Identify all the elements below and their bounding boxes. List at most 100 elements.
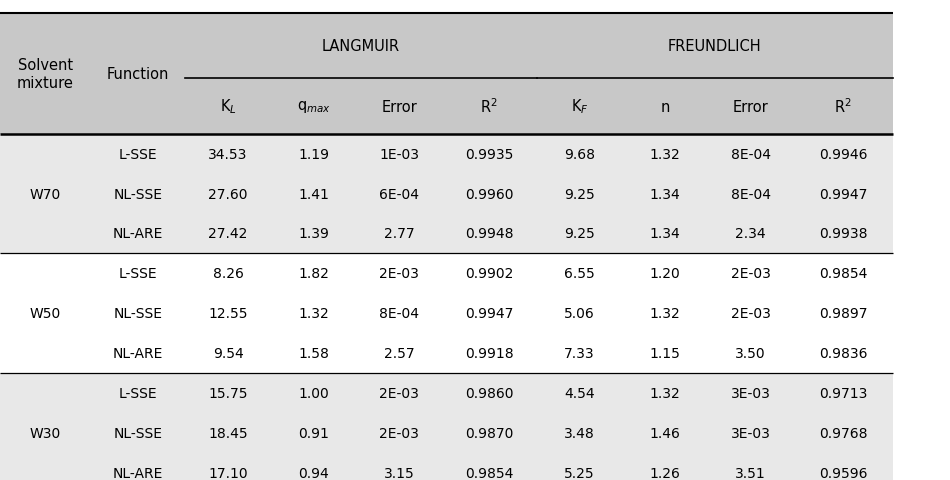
Bar <box>0 334 893 373</box>
Text: 2.77: 2.77 <box>384 227 414 241</box>
Text: 1.19: 1.19 <box>298 147 329 161</box>
Bar <box>0 413 893 453</box>
Text: 15.75: 15.75 <box>208 386 248 400</box>
Text: 3.15: 3.15 <box>384 466 414 480</box>
Bar <box>0 214 893 254</box>
Text: 34.53: 34.53 <box>208 147 248 161</box>
Text: 1.20: 1.20 <box>650 267 680 281</box>
Text: 0.9870: 0.9870 <box>466 426 513 440</box>
Text: 0.9947: 0.9947 <box>819 187 867 201</box>
Text: 0.9947: 0.9947 <box>466 307 513 321</box>
Text: 2E-03: 2E-03 <box>731 307 770 321</box>
Text: 0.9596: 0.9596 <box>819 466 867 480</box>
Bar <box>0 373 893 413</box>
Text: 3E-03: 3E-03 <box>731 426 770 440</box>
Text: NL-ARE: NL-ARE <box>112 466 163 480</box>
Text: FREUNDLICH: FREUNDLICH <box>668 39 762 54</box>
Text: 1.00: 1.00 <box>298 386 329 400</box>
Text: 9.25: 9.25 <box>564 187 595 201</box>
Text: 8E-04: 8E-04 <box>731 187 770 201</box>
Text: 0.9854: 0.9854 <box>466 466 513 480</box>
Text: 1.58: 1.58 <box>298 347 329 360</box>
Text: K$_L$: K$_L$ <box>219 97 237 116</box>
Text: 2E-03: 2E-03 <box>379 386 419 400</box>
Text: 0.9897: 0.9897 <box>819 307 867 321</box>
Text: L-SSE: L-SSE <box>119 147 157 161</box>
Text: NL-SSE: NL-SSE <box>113 307 162 321</box>
Text: 0.9935: 0.9935 <box>466 147 513 161</box>
Text: 0.9902: 0.9902 <box>466 267 513 281</box>
Text: 8E-04: 8E-04 <box>731 147 770 161</box>
Text: 9.68: 9.68 <box>564 147 595 161</box>
Text: W30: W30 <box>29 426 61 440</box>
Text: NL-ARE: NL-ARE <box>112 347 163 360</box>
Text: 7.33: 7.33 <box>564 347 595 360</box>
Text: 0.9960: 0.9960 <box>465 187 514 201</box>
Text: 17.10: 17.10 <box>208 466 248 480</box>
Text: NL-ARE: NL-ARE <box>112 227 163 241</box>
Text: 5.06: 5.06 <box>564 307 595 321</box>
Text: 0.9836: 0.9836 <box>819 347 867 360</box>
Text: 3.51: 3.51 <box>735 466 766 480</box>
Bar <box>0 174 893 214</box>
Text: 0.9948: 0.9948 <box>465 227 514 241</box>
Text: 1.34: 1.34 <box>650 187 680 201</box>
Text: 1.26: 1.26 <box>650 466 680 480</box>
Text: 2.34: 2.34 <box>735 227 766 241</box>
Text: 0.9938: 0.9938 <box>819 227 867 241</box>
Text: 2E-03: 2E-03 <box>379 426 419 440</box>
Text: 0.9768: 0.9768 <box>819 426 867 440</box>
Text: 1.32: 1.32 <box>650 147 680 161</box>
Text: 2E-03: 2E-03 <box>731 267 770 281</box>
Text: 1.39: 1.39 <box>298 227 329 241</box>
Text: 3.50: 3.50 <box>735 347 766 360</box>
Text: 4.54: 4.54 <box>564 386 595 400</box>
Text: 2.57: 2.57 <box>384 347 414 360</box>
Text: 0.94: 0.94 <box>298 466 329 480</box>
Text: 9.54: 9.54 <box>213 347 243 360</box>
Text: 18.45: 18.45 <box>208 426 248 440</box>
Text: 1.32: 1.32 <box>650 307 680 321</box>
Text: 1.41: 1.41 <box>298 187 329 201</box>
Text: NL-SSE: NL-SSE <box>113 426 162 440</box>
Text: 1.32: 1.32 <box>650 386 680 400</box>
Text: K$_F$: K$_F$ <box>571 97 588 116</box>
Text: 1.82: 1.82 <box>298 267 329 281</box>
Text: 9.25: 9.25 <box>564 227 595 241</box>
Text: Function: Function <box>106 67 169 82</box>
Bar <box>0 14 893 134</box>
Text: NL-SSE: NL-SSE <box>113 187 162 201</box>
Text: n: n <box>660 99 670 114</box>
Bar <box>0 453 893 480</box>
Text: 0.9854: 0.9854 <box>819 267 867 281</box>
Text: 0.9860: 0.9860 <box>465 386 514 400</box>
Text: Error: Error <box>732 99 769 114</box>
Text: 1.46: 1.46 <box>650 426 680 440</box>
Text: 27.42: 27.42 <box>208 227 248 241</box>
Text: 1.34: 1.34 <box>650 227 680 241</box>
Text: Solvent
mixture: Solvent mixture <box>17 58 73 91</box>
Bar <box>0 134 893 174</box>
Text: 5.25: 5.25 <box>564 466 595 480</box>
Text: LANGMUIR: LANGMUIR <box>322 39 400 54</box>
Text: 27.60: 27.60 <box>208 187 248 201</box>
Text: R$^2$: R$^2$ <box>834 97 852 116</box>
Text: 1E-03: 1E-03 <box>379 147 419 161</box>
Text: Error: Error <box>381 99 417 114</box>
Text: q$_{max}$: q$_{max}$ <box>296 99 331 115</box>
Text: 8E-04: 8E-04 <box>379 307 419 321</box>
Text: 0.91: 0.91 <box>298 426 329 440</box>
Text: 6.55: 6.55 <box>564 267 595 281</box>
Text: 2E-03: 2E-03 <box>379 267 419 281</box>
Text: 8.26: 8.26 <box>213 267 243 281</box>
Text: 3E-03: 3E-03 <box>731 386 770 400</box>
Text: R$^2$: R$^2$ <box>481 97 498 116</box>
Text: 12.55: 12.55 <box>208 307 248 321</box>
Text: 3.48: 3.48 <box>564 426 595 440</box>
Text: L-SSE: L-SSE <box>119 267 157 281</box>
Bar <box>0 254 893 294</box>
Text: W70: W70 <box>29 187 61 201</box>
Text: 0.9713: 0.9713 <box>819 386 867 400</box>
Text: 0.9946: 0.9946 <box>819 147 867 161</box>
Text: 0.9918: 0.9918 <box>465 347 514 360</box>
